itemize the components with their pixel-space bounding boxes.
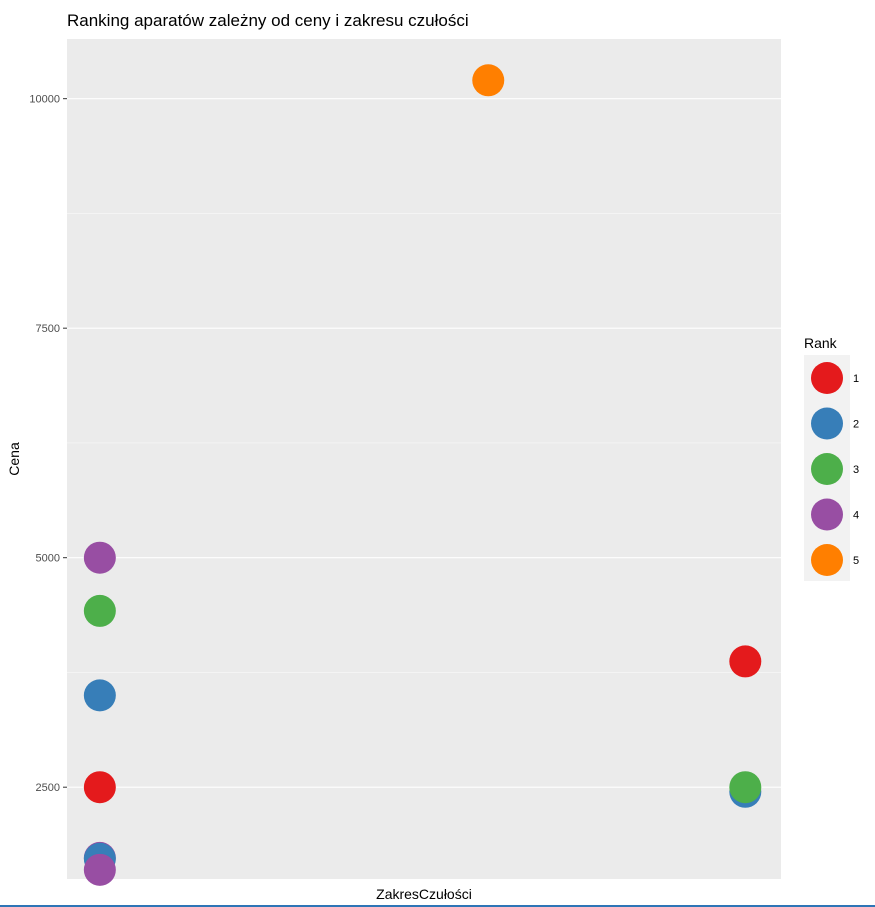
legend-label-2: 2 — [853, 419, 859, 431]
data-point-rank-2 — [83, 679, 116, 712]
y-axis-ticks: 2500 5000 7500 10000 — [29, 94, 67, 794]
legend-key-1 — [811, 362, 843, 394]
data-point-rank-3 — [729, 771, 762, 804]
legend-label-3: 3 — [853, 464, 859, 476]
x-axis-title: ZakresCzułości — [376, 886, 472, 902]
legend-key-2 — [811, 407, 843, 440]
y-tick-label: 5000 — [36, 553, 60, 565]
data-point-rank-4 — [83, 853, 116, 886]
data-point-rank-5 — [472, 64, 505, 97]
y-tick-label: 2500 — [36, 782, 60, 794]
plot-panel — [67, 39, 781, 879]
legend-key-5 — [811, 544, 843, 576]
data-point-rank-1 — [83, 771, 116, 804]
legend-label-5: 5 — [853, 555, 859, 567]
y-tick-label: 7500 — [36, 323, 60, 335]
window-bottom-border — [0, 905, 875, 907]
legend-label-4: 4 — [853, 510, 859, 522]
legend-label-1: 1 — [853, 373, 859, 385]
y-tick-label: 10000 — [29, 94, 60, 106]
legend-title: Rank — [804, 335, 838, 351]
legend-key-4 — [811, 498, 843, 531]
legend-key-3 — [811, 453, 843, 485]
data-point-rank-4 — [83, 541, 116, 574]
data-point-rank-1 — [729, 645, 762, 678]
data-points — [83, 64, 762, 886]
legend: 1 2 3 4 5 — [804, 355, 859, 581]
chart-title: Ranking aparatów zależny od ceny i zakre… — [67, 11, 469, 30]
grid-major — [67, 98, 781, 788]
data-point-rank-3 — [83, 594, 116, 627]
grid-minor — [67, 213, 781, 673]
y-axis-title: Cena — [6, 442, 22, 476]
